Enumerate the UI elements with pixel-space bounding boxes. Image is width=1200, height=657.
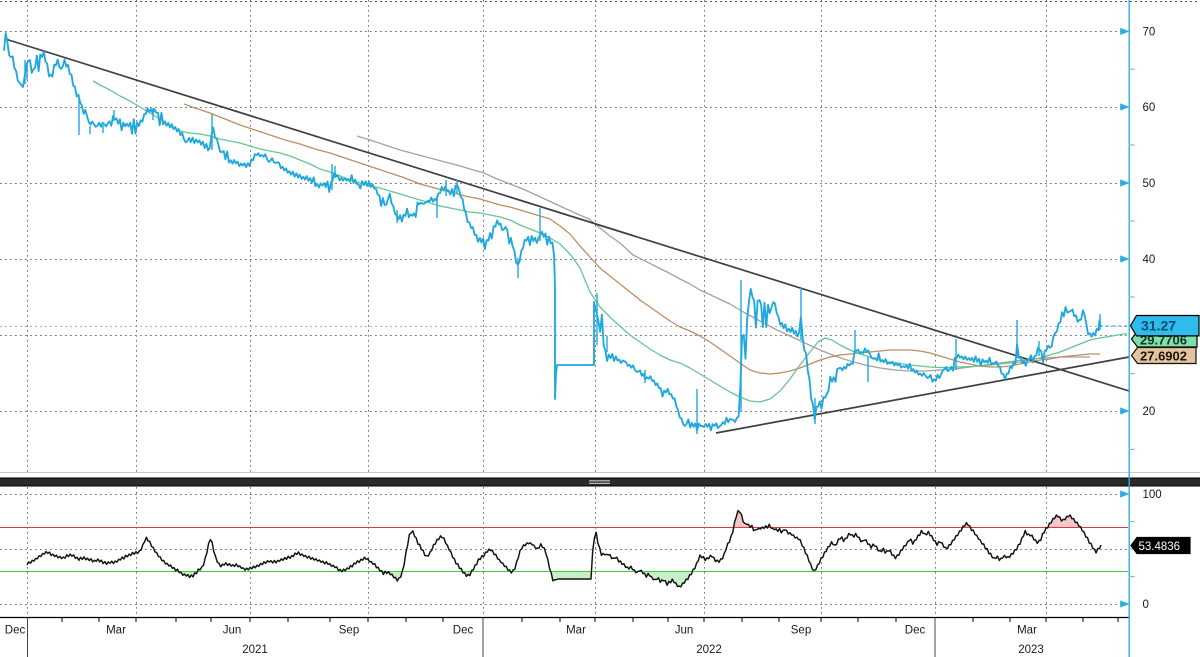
svg-text:Dec: Dec (905, 625, 926, 637)
svg-text:2021: 2021 (242, 644, 268, 656)
svg-text:20: 20 (1143, 406, 1156, 418)
svg-text:Dec: Dec (453, 625, 474, 637)
svg-text:Sep: Sep (339, 625, 359, 637)
svg-text:27.6902: 27.6902 (1140, 349, 1187, 364)
svg-text:50: 50 (1143, 178, 1156, 190)
svg-text:Mar: Mar (566, 625, 586, 637)
svg-text:70: 70 (1143, 26, 1156, 38)
svg-text:60: 60 (1143, 102, 1156, 114)
svg-text:Jun: Jun (223, 625, 242, 637)
svg-text:40: 40 (1143, 254, 1156, 266)
svg-text:100: 100 (1143, 489, 1162, 501)
svg-text:2022: 2022 (696, 644, 722, 656)
svg-text:Mar: Mar (106, 625, 126, 637)
svg-text:Sep: Sep (791, 625, 811, 637)
svg-text:Mar: Mar (1017, 625, 1037, 637)
svg-text:2023: 2023 (1018, 644, 1044, 656)
svg-text:53.4836: 53.4836 (1139, 541, 1181, 553)
svg-text:Jun: Jun (675, 625, 694, 637)
svg-text:31.27: 31.27 (1141, 318, 1176, 334)
svg-text:Dec: Dec (5, 625, 26, 637)
svg-text:0: 0 (1143, 599, 1149, 611)
